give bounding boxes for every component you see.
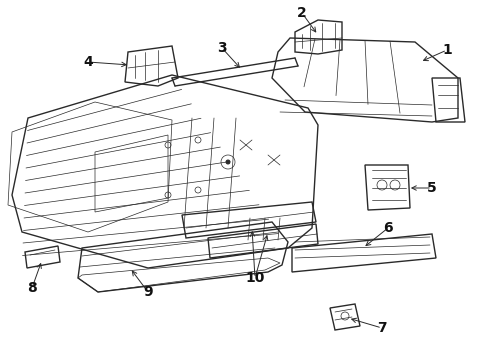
Text: 7: 7 (377, 321, 387, 335)
Text: 1: 1 (442, 43, 452, 57)
Text: 5: 5 (427, 181, 437, 195)
Text: 3: 3 (217, 41, 227, 55)
Text: 10: 10 (245, 271, 265, 285)
Circle shape (226, 160, 230, 164)
Text: 6: 6 (383, 221, 393, 235)
Text: 2: 2 (297, 6, 307, 20)
Text: 4: 4 (83, 55, 93, 69)
Text: 8: 8 (27, 281, 37, 295)
Text: 9: 9 (143, 285, 153, 299)
